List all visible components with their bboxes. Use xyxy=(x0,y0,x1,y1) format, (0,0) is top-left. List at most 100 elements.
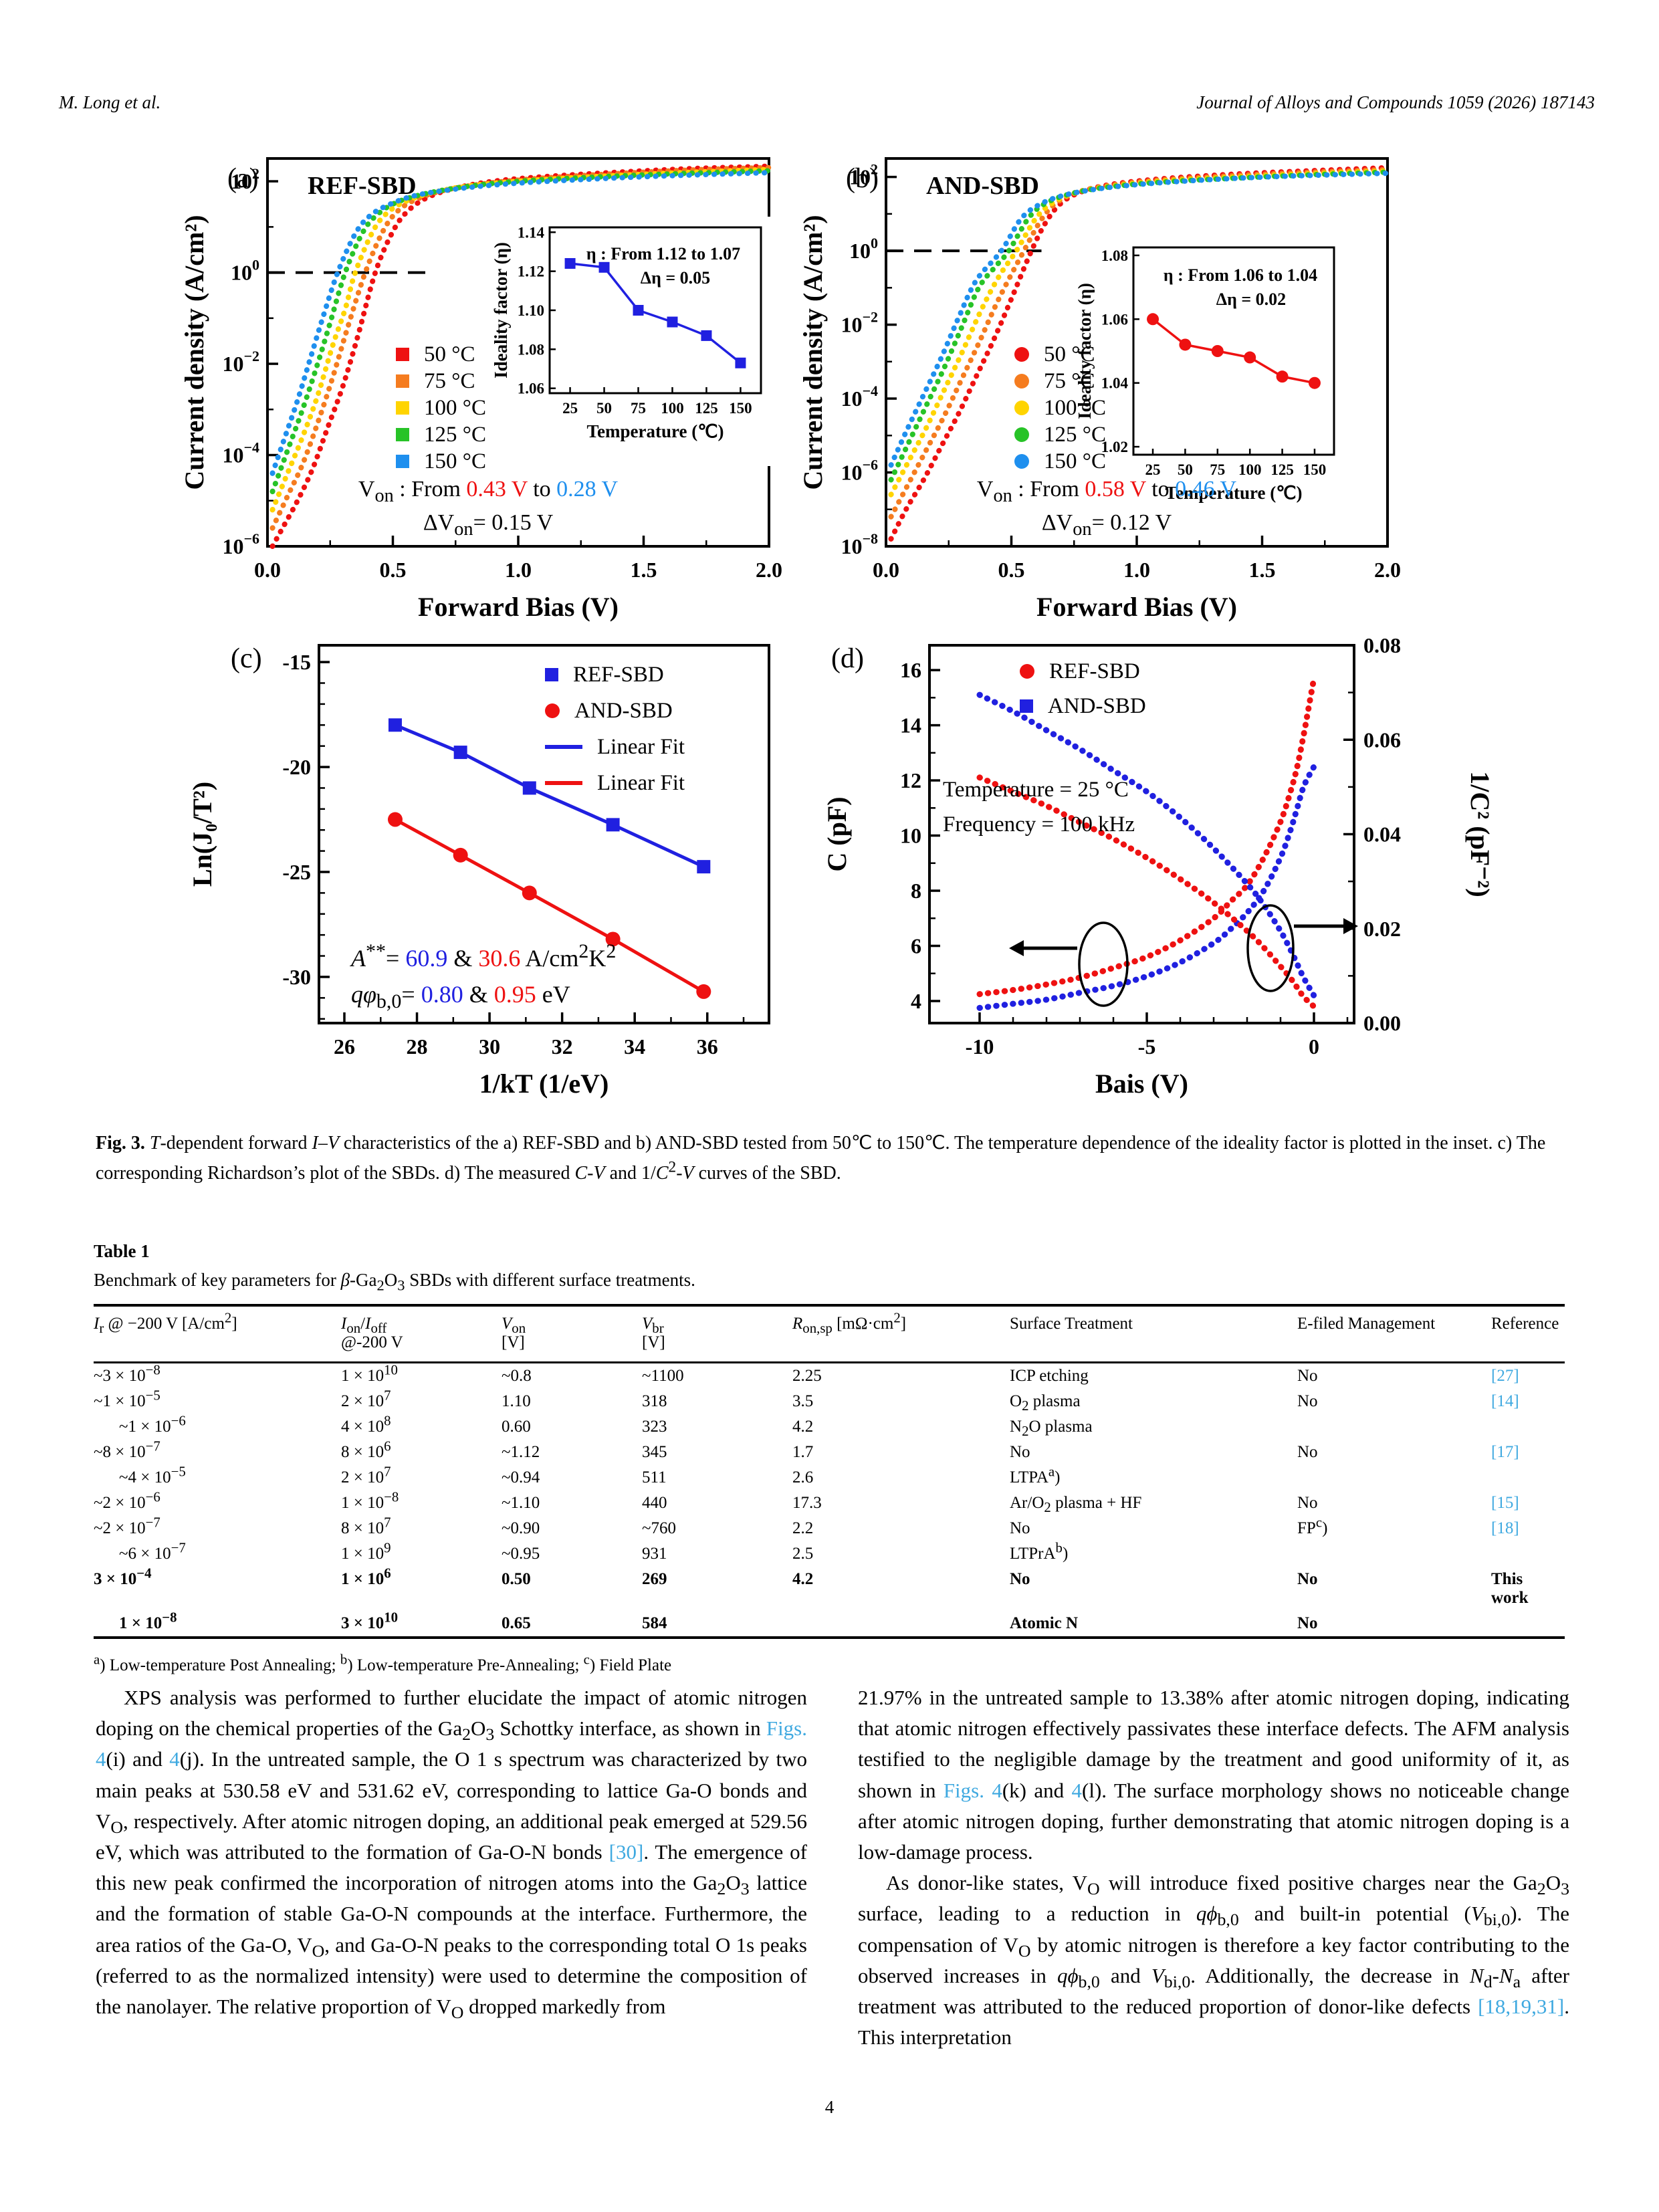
table-cell: This work xyxy=(1491,1570,1529,1607)
legend-label: 150 °C xyxy=(424,449,486,473)
chart-annotation: qφb,0= 0.80 & 0.95 eV xyxy=(351,981,570,1013)
table-cell: 2 × 107 xyxy=(341,1463,391,1486)
table-cell: No xyxy=(1297,1443,1318,1461)
legend-item: 75 °C xyxy=(396,368,486,395)
svg-text:Temperature (℃): Temperature (℃) xyxy=(586,421,724,441)
svg-text:-10: -10 xyxy=(966,1034,994,1059)
table-subtitle: Benchmark of key parameters for β-Ga2O3 … xyxy=(94,1270,695,1294)
table-cell: 0.65 xyxy=(502,1614,531,1632)
svg-text:1/C² (pF⁻²): 1/C² (pF⁻²) xyxy=(1465,771,1495,897)
table-cell: LTPAa) xyxy=(1010,1463,1061,1486)
citation-link[interactable]: [15] xyxy=(1491,1494,1519,1512)
svg-text:1.5: 1.5 xyxy=(1249,558,1276,582)
legend-label: REF-SBD xyxy=(573,662,664,687)
table-cell: 3.5 xyxy=(792,1392,814,1410)
table-cell: [27] xyxy=(1491,1363,1565,1390)
chart-annotation: Von : From 0.58 V to 0.46 V xyxy=(976,477,1237,506)
svg-text:10−6: 10−6 xyxy=(222,530,259,558)
citation-link[interactable]: [17] xyxy=(1491,1443,1519,1461)
chart-annotation: A**= 60.9 & 30.6 A/cm2K2 xyxy=(351,940,617,972)
chart-legend: 50 °C 75 °C 100 °C 125 °C 150 °C xyxy=(396,341,486,475)
svg-text:1.08: 1.08 xyxy=(518,341,544,358)
table-cell: 323 xyxy=(642,1418,667,1436)
page-number: 4 xyxy=(824,2097,835,2117)
table-cell: 3 × 1010 xyxy=(341,1609,399,1632)
citation-link[interactable]: 4 xyxy=(169,1747,180,1771)
table-cell: ~0.90 xyxy=(502,1519,540,1537)
table-cell: ~1 × 10−6 xyxy=(119,1412,186,1436)
svg-text:Temperature (℃): Temperature (℃) xyxy=(1165,483,1302,503)
table-cell: 1 × 109 xyxy=(341,1539,391,1563)
table-cell: ~2 × 10−7 xyxy=(94,1514,160,1537)
legend-item: 75 °C xyxy=(1014,368,1106,395)
svg-text:1.0: 1.0 xyxy=(505,558,532,582)
svg-text:1.04: 1.04 xyxy=(1101,375,1129,392)
table-cell: 2.6 xyxy=(792,1468,814,1486)
table-cell: 511 xyxy=(642,1468,667,1486)
panel-letter: (c) xyxy=(231,643,262,674)
table-cell: No xyxy=(1297,1367,1318,1385)
legend-item: AND-SBD xyxy=(1020,689,1146,724)
citation-link[interactable]: [18] xyxy=(1491,1519,1519,1537)
citation-link[interactable]: [27] xyxy=(1491,1367,1519,1385)
svg-text:1.12: 1.12 xyxy=(518,263,544,280)
table-column-header: Ir @ −200 V [A/cm2] xyxy=(94,1309,237,1336)
table-row: ~2 × 10−6 1 × 10−8 ~1.10 440 17.3 Ar/O2 plasm… xyxy=(94,1490,1565,1516)
svg-text:1.02: 1.02 xyxy=(1101,439,1128,455)
svg-text:150: 150 xyxy=(1303,461,1327,478)
table-cell xyxy=(1297,1541,1491,1567)
table-row: 1 × 10−8 3 × 1010 0.65 584 Atomic N No xyxy=(94,1609,1565,1638)
citation-link[interactable]: Figs. 4 xyxy=(943,1778,1002,1802)
svg-text:2.0: 2.0 xyxy=(756,558,782,582)
table-body: ~3 × 10−8 1 × 1010 ~0.8 ~1100 2.25 ICP etchin… xyxy=(94,1363,1565,1638)
table-row: 3 × 10−4 1 × 106 0.50 269 4.2 No No This work xyxy=(94,1566,1565,1611)
svg-text:2.0: 2.0 xyxy=(1374,558,1401,582)
citation-link[interactable]: [14] xyxy=(1491,1392,1519,1410)
svg-text:16: 16 xyxy=(900,658,921,682)
table-cell: 0.60 xyxy=(502,1418,531,1436)
table-cell xyxy=(1297,1465,1491,1490)
citation-link[interactable]: [30] xyxy=(609,1840,644,1864)
legend-label: 50 °C xyxy=(424,342,475,366)
table-cell: O2 plasma xyxy=(1010,1392,1081,1414)
legend-item: Linear Fit xyxy=(545,729,685,765)
table-cell: ~1.10 xyxy=(502,1494,540,1512)
benchmark-table: Ir @ −200 V [A/cm2] Ion/Ioff @-200 V Von [V]… xyxy=(94,1304,1565,1639)
svg-text:8: 8 xyxy=(911,879,921,903)
svg-text:0.0: 0.0 xyxy=(254,558,281,582)
table-column-header: Reference xyxy=(1491,1315,1559,1333)
table-cell: 4.2 xyxy=(792,1418,814,1436)
table-cell: 318 xyxy=(642,1392,667,1410)
table-cell: 345 xyxy=(642,1443,667,1461)
svg-text:150: 150 xyxy=(729,400,752,417)
citation-link[interactable]: Figs. 4 xyxy=(96,1717,807,1771)
svg-text:10−2: 10−2 xyxy=(841,309,878,337)
svg-text:Δη = 0.02: Δη = 0.02 xyxy=(1216,290,1286,309)
svg-text:Forward Bias (V): Forward Bias (V) xyxy=(418,592,619,622)
table-cell: 8 × 107 xyxy=(341,1514,391,1537)
svg-text:η : From 1.06 to 1.04: η : From 1.06 to 1.04 xyxy=(1164,265,1317,285)
paragraph: 21.97% in the untreated sample to 13.38%… xyxy=(858,1686,1569,1864)
table-cell: 440 xyxy=(642,1494,667,1512)
chart-title: REF-SBD xyxy=(308,172,417,200)
table-row: ~6 × 10−7 1 × 109 ~0.95 931 2.5 LTPrAb) xyxy=(94,1541,1565,1567)
svg-text:1.14: 1.14 xyxy=(518,224,545,241)
svg-text:26: 26 xyxy=(334,1034,355,1059)
header-journal: Journal of Alloys and Compounds 1059 (20… xyxy=(1196,92,1595,112)
table-cell: [17] xyxy=(1491,1440,1565,1465)
table-row: ~1 × 10−6 4 × 108 0.60 323 4.2 N2O plasma xyxy=(94,1414,1565,1440)
legend-label: Linear Fit xyxy=(597,770,685,795)
svg-text:10−6: 10−6 xyxy=(841,457,878,485)
legend-swatch-icon xyxy=(1020,664,1034,679)
citation-link[interactable]: [18,19,31] xyxy=(1478,1994,1565,2018)
svg-text:Δη = 0.05: Δη = 0.05 xyxy=(641,268,710,288)
svg-text:0.02: 0.02 xyxy=(1363,917,1401,941)
table-cell: 931 xyxy=(642,1545,667,1563)
legend-swatch-icon xyxy=(396,374,409,388)
panel-letter: (b) xyxy=(846,163,879,194)
citation-link[interactable]: 4 xyxy=(1071,1778,1083,1802)
svg-text:C (pF): C (pF) xyxy=(822,796,852,871)
table-cell: No xyxy=(1010,1570,1030,1588)
svg-text:-25: -25 xyxy=(282,860,311,884)
svg-text:1/kT (1/eV): 1/kT (1/eV) xyxy=(479,1069,609,1099)
